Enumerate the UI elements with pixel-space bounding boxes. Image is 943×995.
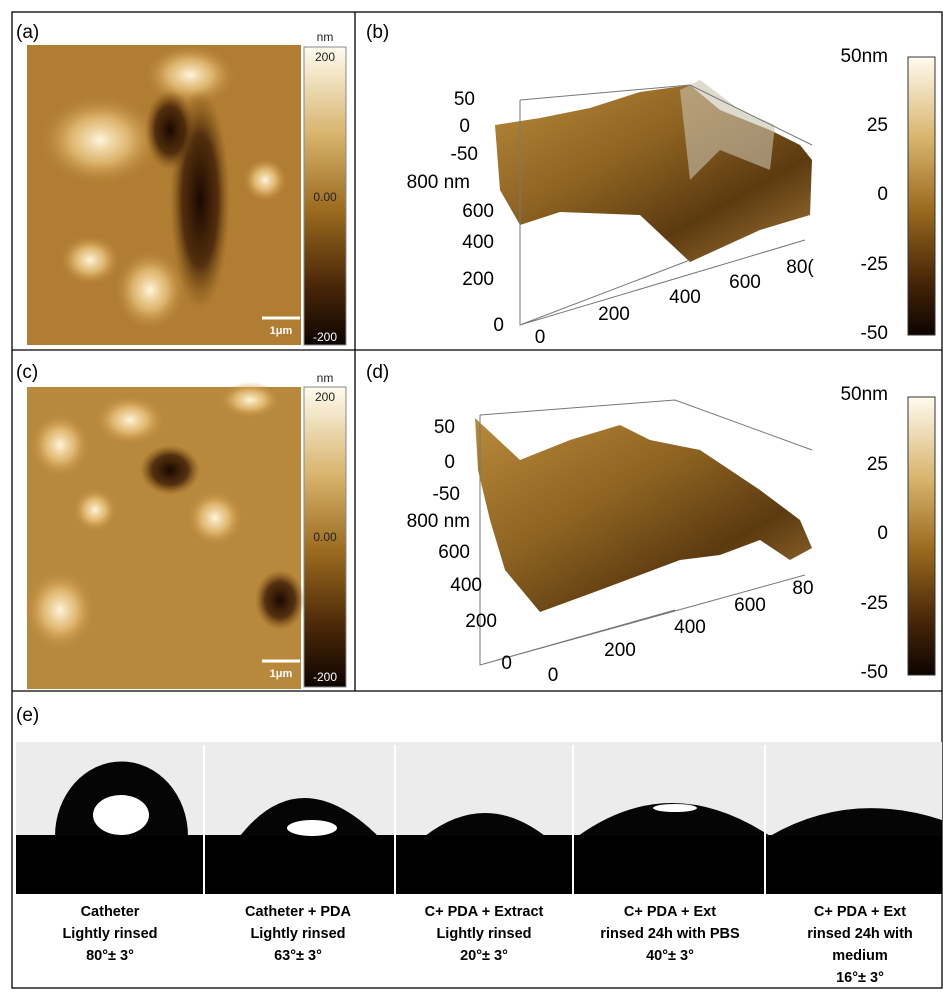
droplet-reflection xyxy=(93,795,149,835)
body: (a) nm 200 0.00 -200 1μm (b) 50 0 -50 80… xyxy=(0,0,943,990)
afm-feature xyxy=(243,158,287,202)
x-tick-label: 200 xyxy=(598,304,630,325)
colorbar-tick: 200 xyxy=(315,390,335,404)
y-tick-label: 200 xyxy=(462,269,494,290)
x-tick-label: 0 xyxy=(548,665,559,686)
panel-b: (b) 50 0 -50 800 nm 600 400 200 0 0 200 … xyxy=(366,22,935,348)
panel-d: (d) 50 0 -50 800 nm 600 400 200 0 0 200 … xyxy=(366,362,935,686)
x-tick-label: 600 xyxy=(729,272,761,293)
panel-c: (c) nm 200 0.00 -200 1μm xyxy=(16,362,346,689)
y-tick-label: 800 nm xyxy=(407,511,470,532)
sample-caption: rinsed 24h with PBS xyxy=(600,926,740,942)
sample-caption: Lightly rinsed xyxy=(436,926,531,942)
colorbar-unit: nm xyxy=(317,30,334,44)
y-tick-label: 600 xyxy=(462,201,494,222)
colorbar-tick: 200 xyxy=(315,50,335,64)
y-tick-label: 400 xyxy=(450,575,482,596)
z-tick-label: 50 xyxy=(454,89,475,110)
y-tick-label: 600 xyxy=(438,542,470,563)
x-tick-label: 0 xyxy=(535,327,546,348)
droplet-reflection xyxy=(653,804,697,812)
colorbar-tick: 25 xyxy=(867,454,888,475)
substrate xyxy=(16,835,942,894)
x-tick-label: 600 xyxy=(734,595,766,616)
scale-bar-label: 1μm xyxy=(270,668,293,680)
y-tick-label: 200 xyxy=(465,611,497,632)
sample-caption: 16°± 3° xyxy=(836,970,884,986)
colorbar-tick: 0.00 xyxy=(313,190,337,204)
z-tick-label: 0 xyxy=(459,116,470,137)
z-tick-label: 0 xyxy=(444,452,455,473)
colorbar-unit: nm xyxy=(317,371,334,385)
panel-label: (c) xyxy=(16,362,38,383)
sample-caption: Catheter + PDA xyxy=(245,904,351,920)
droplet-reflection xyxy=(287,820,337,836)
afm-feature xyxy=(73,488,117,532)
z-tick-label: 50 xyxy=(434,417,455,438)
sample-caption: C+ PDA + Ext xyxy=(624,904,716,920)
panel-a: (a) nm 200 0.00 -200 1μm xyxy=(16,22,346,345)
afm-feature xyxy=(30,413,90,477)
colorbar-tick: 50nm xyxy=(840,46,888,67)
y-tick-label: 0 xyxy=(501,653,512,674)
surface xyxy=(495,85,812,262)
sample-caption: Catheter xyxy=(81,904,140,920)
x-tick-label: 80( xyxy=(786,257,814,278)
afm-feature xyxy=(60,235,120,285)
sample-caption: 20°± 3° xyxy=(460,948,508,964)
x-tick-label: 400 xyxy=(669,287,701,308)
sample-caption: 80°± 3° xyxy=(86,948,134,964)
afm-feature xyxy=(95,395,165,445)
colorbar-tick: -50 xyxy=(861,323,888,344)
page: AFM and contact angle figure {"panels": … xyxy=(0,0,943,990)
colorbar-tick: -25 xyxy=(861,254,888,275)
sample-caption: Lightly rinsed xyxy=(250,926,345,942)
sample-caption: medium xyxy=(832,948,888,964)
y-tick-label: 0 xyxy=(493,315,504,336)
sample-caption: 40°± 3° xyxy=(646,948,694,964)
colorbar-tick: 25 xyxy=(867,115,888,136)
afm-feature xyxy=(140,445,200,495)
x-tick-label: 400 xyxy=(674,617,706,638)
colorbar-tick: -200 xyxy=(313,330,337,344)
colorbar-tick: 50nm xyxy=(840,384,888,405)
colorbar-tick: -50 xyxy=(861,662,888,683)
x-tick-label: 80 xyxy=(792,578,813,599)
panel-label: (a) xyxy=(16,22,39,43)
y-tick-label: 400 xyxy=(462,232,494,253)
surface xyxy=(475,418,812,612)
colorbar xyxy=(908,57,935,335)
afm-feature xyxy=(255,570,305,630)
figure: (a) nm 200 0.00 -200 1μm (b) 50 0 -50 80… xyxy=(0,0,943,990)
afm-feature xyxy=(145,90,195,170)
afm-feature xyxy=(115,250,185,330)
scale-bar-label: 1μm xyxy=(270,325,293,337)
colorbar-tick: 0 xyxy=(877,523,888,544)
colorbar-tick: -200 xyxy=(313,670,337,684)
z-tick-label: -50 xyxy=(433,484,460,505)
captions: Catheter Lightly rinsed 80°± 3° Catheter + … xyxy=(62,904,912,986)
panel-label: (d) xyxy=(366,362,389,383)
sample-caption: C+ PDA + Extract xyxy=(425,904,544,920)
afm-feature xyxy=(40,95,160,185)
colorbar xyxy=(908,397,935,675)
sample-caption: 63°± 3° xyxy=(274,948,322,964)
sample-caption: rinsed 24h with xyxy=(807,926,913,942)
x-tick-label: 200 xyxy=(604,640,636,661)
sample-caption: Lightly rinsed xyxy=(62,926,157,942)
z-tick-label: -50 xyxy=(451,144,478,165)
colorbar-tick: 0.00 xyxy=(313,530,337,544)
afm-feature xyxy=(220,382,280,418)
panel-label: (b) xyxy=(366,22,389,43)
colorbar-tick: -25 xyxy=(861,593,888,614)
y-tick-label: 800 nm xyxy=(407,172,470,193)
afm-feature xyxy=(25,570,95,650)
sample-caption: C+ PDA + Ext xyxy=(814,904,906,920)
panel-label: (e) xyxy=(16,705,39,726)
colorbar-tick: 0 xyxy=(877,184,888,205)
afm-feature xyxy=(187,490,243,546)
